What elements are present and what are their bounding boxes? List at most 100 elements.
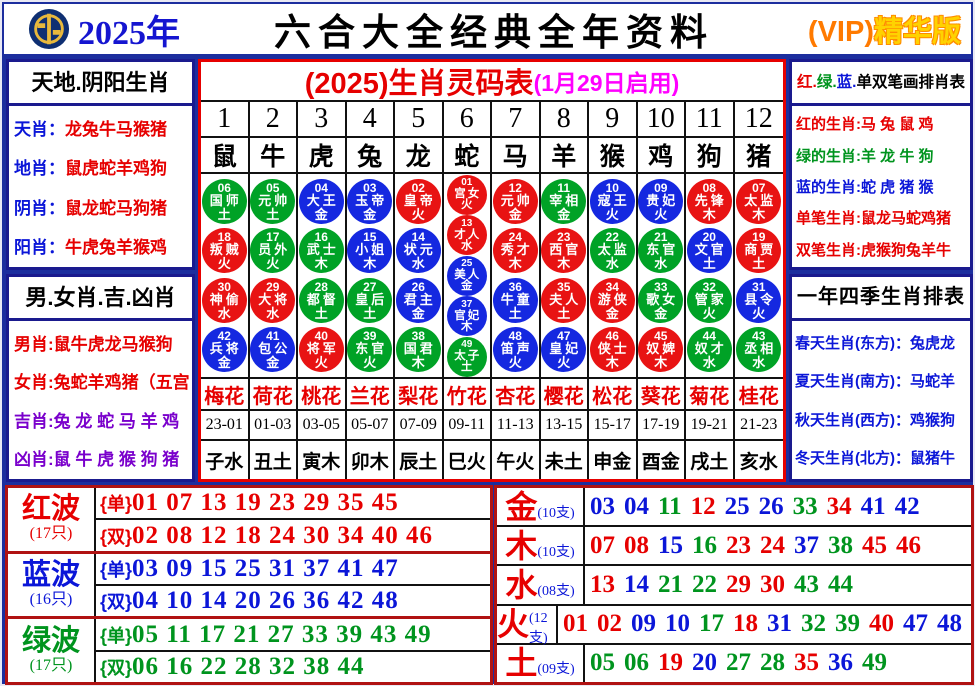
element-number: 46 — [896, 531, 921, 559]
category-value: 鼠龙蛇马狗猪 — [65, 198, 167, 218]
ball-20: 20 文官土 — [686, 228, 732, 274]
ball-role: 国君 — [403, 341, 436, 357]
ball-element: 木 — [702, 206, 716, 222]
ball-number: 24 — [508, 230, 522, 245]
ball-number: 14 — [411, 230, 425, 245]
zodiac-category-row: 吉肖: 兔 龙 蛇 马 羊 鸡 — [9, 400, 192, 439]
element-number: 26 — [758, 492, 784, 520]
category-value: 兔蛇羊鸡猪（五宫 — [53, 373, 190, 393]
column-number-cell: 4 — [346, 102, 395, 138]
ball-10: 10 寇王火 — [589, 178, 635, 224]
ball-role: 武士 — [306, 242, 339, 258]
wave-name: 绿波 — [21, 624, 80, 657]
category-label: 凶肖: — [14, 450, 54, 470]
element-number: 15 — [658, 531, 683, 559]
ball-number: 34 — [605, 279, 619, 294]
ball-element: 木 — [605, 355, 619, 371]
heaven-earth-rows: 天肖： 龙兔牛马猴猪 地肖： 鼠虎蛇羊鸡狗 阴肖： 鼠龙蛇马狗猪 阳肖： 牛虎兔羊猴鸡 — [9, 106, 192, 267]
vip-prefix: (VIP) — [807, 16, 874, 48]
table-title-main: (2025)生肖灵码表 — [304, 68, 534, 100]
element-number: 03 — [590, 492, 615, 520]
ball-element: 木 — [411, 355, 425, 371]
element-number: 36 — [828, 649, 853, 677]
ball-role: 侠士 — [597, 341, 630, 357]
ball-column: 12 元帅金 24 秀才木 36 牛童土 48 笛声火 — [492, 174, 541, 379]
ball-27: 27 皇后土 — [347, 277, 393, 323]
ball-element: 火 — [605, 206, 619, 222]
ball-number: 22 — [605, 230, 619, 245]
zodiac-cell: 龙 — [395, 138, 444, 174]
element-number: 19 — [658, 649, 683, 677]
ball-role: 大将 — [258, 291, 291, 307]
ball-38: 38 国君木 — [395, 327, 441, 373]
panel-title: 男.女肖.吉.凶肖 — [9, 277, 192, 321]
panel-heaven-earth-zodiac: 天地.阴阳生肖 天肖： 龙兔牛马猴猪 地肖： 鼠虎蛇羊鸡狗 阴肖： 鼠龙蛇马狗猪 阳肖： 牛虎… — [6, 59, 195, 270]
category-value: 鼠牛虎龙马猴狗 — [53, 334, 173, 354]
flower-cell: 竹花 — [443, 379, 492, 411]
ball-role: 先锋 — [694, 192, 727, 208]
element-number: 04 — [624, 492, 649, 520]
ball-element: 水 — [654, 256, 668, 272]
ball-44: 44 奴才水 — [686, 327, 732, 373]
ball-element: 土 — [266, 206, 280, 222]
element-number: 05 — [590, 649, 615, 677]
ball-number: 26 — [411, 279, 425, 294]
zodiac-cell: 鸡 — [637, 138, 686, 174]
ball-26: 26 君主金 — [395, 277, 441, 323]
ball-45: 45 奴婢木 — [638, 327, 684, 373]
category-label: 男肖: — [14, 334, 54, 354]
season-row: 冬天生肖(北方)：鼠猪牛 — [795, 450, 955, 468]
ball-role: 官妃 — [454, 309, 482, 322]
ball-element: 土 — [314, 305, 328, 321]
ball-element: 水 — [605, 256, 619, 272]
ball-element: 金 — [605, 305, 619, 321]
ball-role: 才人 — [454, 228, 482, 241]
ball-number: 16 — [314, 230, 328, 245]
ball-number: 02 — [411, 180, 425, 195]
ball-role: 宰相 — [549, 192, 582, 208]
ball-25: 25 美人金 — [446, 255, 487, 296]
ball-element: 木 — [363, 256, 377, 272]
element-number: 01 — [563, 610, 588, 638]
ball-number: 19 — [752, 230, 766, 245]
zodiac-category-row: 红的生肖: 马 兔 鼠 鸡 — [792, 108, 970, 139]
ball-role: 夫人 — [549, 291, 582, 307]
element-count: (12支) — [529, 611, 548, 647]
ball-number: 29 — [266, 279, 280, 294]
ball-19: 19 商贾土 — [736, 228, 782, 274]
element-number: 40 — [869, 610, 894, 638]
table-title: (2025)生肖灵码表 (1月29日启用) — [201, 62, 783, 102]
ball-role: 寇王 — [597, 192, 630, 208]
wave-number-rows: {单} 05 11 17 21 27 33 39 43 49 {双} 06 16 22… — [96, 619, 490, 682]
ball-04: 04 大王金 — [298, 178, 344, 224]
element-number: 28 — [760, 649, 785, 677]
element-number: 32 — [801, 610, 826, 638]
ball-column: 06 国师土 18 叛贼火 30 神偷水 42 兵将金 — [201, 174, 250, 379]
ball-element: 水 — [411, 256, 425, 272]
ball-46: 46 侠士木 — [589, 327, 635, 373]
element-count: (10支) — [537, 505, 575, 521]
ball-number: 20 — [702, 230, 716, 245]
ball-column: 08 先锋木 20 文官土 32 管家火 44 奴才水 — [686, 174, 735, 379]
ball-number: 03 — [363, 180, 377, 195]
element-count: (10支) — [537, 544, 575, 560]
ball-role: 君主 — [403, 291, 436, 307]
element-number: 34 — [826, 492, 852, 520]
ball-33: 33 歌女金 — [638, 277, 684, 323]
element-row-火: 火 (12支) 01 02 09 10 17 18 31 32 39 40 47 48 — [497, 605, 971, 647]
flower-cell: 荷花 — [249, 379, 298, 411]
zodiac-category-row: 蓝的生肖: 蛇 虎 猪 猴 — [792, 171, 970, 202]
ball-role: 东官 — [355, 341, 388, 357]
ball-element: 木 — [557, 256, 571, 272]
panel-four-seasons-zodiac: 一年四季生肖排表 春天生肖(东方)：兔虎龙 夏天生肖(南方)：马蛇羊 秋天生肖(西方… — [789, 274, 973, 482]
ball-role: 兵将 — [209, 341, 242, 357]
zodiac-category-row: 阴肖： 鼠龙蛇马狗猪 — [9, 187, 192, 226]
element-number: 33 — [792, 492, 818, 520]
flower-cell: 兰花 — [346, 379, 395, 411]
element-number: 07 — [590, 531, 615, 559]
zodiac-cell: 羊 — [540, 138, 589, 174]
flower-row: 梅花 荷花 桃花 兰花 梨花 竹花 杏花 樱花 松花 葵花 菊花 桂花 — [201, 379, 783, 411]
ball-number: 49 — [461, 339, 473, 350]
category-value: 鼠龙马蛇鸡猪 — [861, 210, 952, 228]
element-number: 44 — [828, 571, 853, 598]
